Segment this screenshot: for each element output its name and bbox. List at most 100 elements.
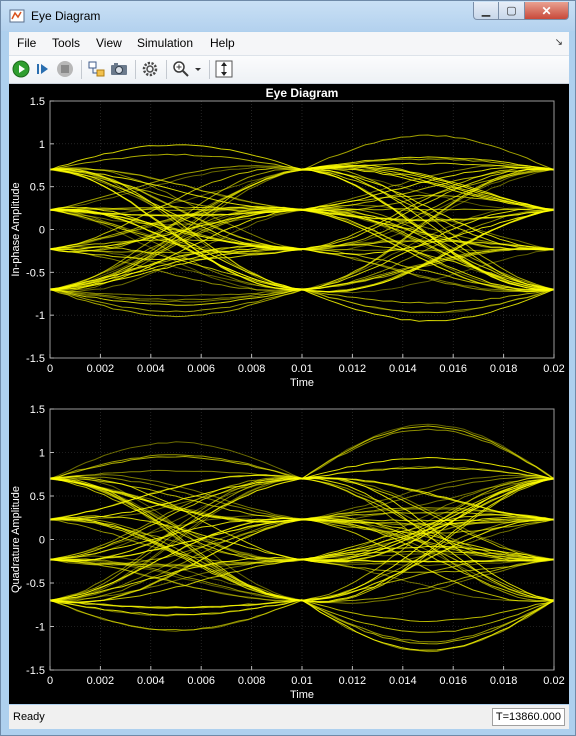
eye-trace — [50, 209, 303, 250]
x-tick-label: 0.002 — [87, 363, 115, 375]
minimize-icon: ▁ — [481, 5, 491, 17]
eye-trace — [50, 288, 303, 318]
maximize-button[interactable]: ▢ — [499, 2, 525, 20]
eye-trace — [301, 558, 554, 567]
eye-trace — [50, 519, 303, 561]
x-tick-label: 0.014 — [389, 363, 417, 375]
menu-simulation[interactable]: Simulation — [137, 36, 194, 50]
x-tick-label: 0.004 — [137, 363, 165, 375]
highlight-block-button[interactable] — [88, 60, 106, 78]
zoom-in-button[interactable] — [172, 60, 190, 78]
menu-file[interactable]: File — [17, 36, 37, 50]
menu-help[interactable]: Help — [210, 36, 235, 50]
eye-trace — [50, 454, 303, 479]
eye-trace — [301, 559, 554, 604]
eye-trace — [50, 169, 303, 251]
x-tick-label: 0.006 — [187, 363, 215, 375]
eye-trace — [50, 168, 303, 291]
eye-trace — [50, 477, 303, 601]
stop-button[interactable] — [56, 60, 74, 78]
eye-trace — [50, 239, 303, 250]
chevron-down-icon — [195, 68, 201, 71]
y-tick-label: 1.5 — [30, 96, 45, 108]
x-tick-label: 0.016 — [439, 363, 467, 375]
eye-trace — [50, 478, 303, 601]
eye-trace — [50, 477, 303, 523]
eye-trace — [301, 164, 554, 210]
eye-trace — [50, 559, 303, 602]
x-axis-label: Time — [290, 377, 314, 389]
eye-trace — [50, 477, 303, 520]
eye-trace — [50, 248, 303, 291]
plot-title: Eye Diagram — [266, 86, 339, 100]
eye-trace — [50, 288, 303, 301]
eye-trace — [301, 476, 554, 521]
eye-trace — [301, 599, 554, 645]
y-tick-label: 1 — [39, 139, 45, 151]
eye-trace — [50, 518, 303, 602]
zoom-dropdown-button[interactable] — [192, 60, 204, 78]
eye-trace — [301, 599, 554, 653]
y-axis-label: Quadrature Amplitude — [10, 486, 22, 593]
eye-trace — [301, 167, 554, 211]
menu-view[interactable]: View — [96, 36, 122, 50]
x-tick-label: 0.004 — [137, 675, 165, 687]
eye-trace — [50, 246, 303, 290]
eye-trace — [50, 289, 303, 306]
eye-trace — [50, 478, 303, 521]
run-button[interactable] — [12, 60, 30, 78]
eye-trace — [50, 209, 303, 217]
snapshot-button[interactable] — [110, 60, 128, 78]
close-button[interactable]: ✕ — [525, 2, 569, 20]
eye-trace — [301, 209, 554, 293]
dock-arrow-icon[interactable]: ↘ — [554, 37, 563, 48]
x-axis-label: Time — [290, 689, 314, 701]
eye-trace — [301, 477, 554, 563]
eye-trace — [50, 558, 303, 603]
eye-trace — [301, 519, 554, 562]
eye-trace — [50, 167, 303, 250]
eye-trace — [301, 477, 554, 602]
eye-diagram-plots[interactable]: 0 0.002 0.004 0.006 0.008 0.01 0.012 0.014 0.016… — [9, 84, 569, 704]
eye-trace — [50, 169, 303, 291]
eye-trace — [50, 209, 303, 293]
eye-trace — [301, 517, 554, 560]
menu-bar: File Tools View Simulation Help ↘ — [9, 32, 569, 56]
step-forward-button[interactable] — [34, 60, 52, 78]
eye-trace — [50, 556, 303, 601]
eye-trace — [50, 599, 303, 609]
scale-axes-icon — [215, 60, 233, 78]
eye-plot-2: 0 0.002 0.004 0.006 0.008 0.01 0.012 0.014 0.016… — [10, 404, 565, 701]
status-text: Ready — [13, 711, 45, 723]
eye-trace — [301, 288, 554, 322]
scale-axes-button[interactable] — [215, 60, 233, 78]
eye-trace — [301, 477, 554, 560]
title-bar[interactable]: Eye Diagram ▁ ▢ ✕ — [1, 1, 575, 31]
eye-trace — [301, 518, 554, 565]
x-tick-label: 0.006 — [187, 675, 215, 687]
eye-trace — [50, 477, 303, 602]
eye-trace — [301, 168, 554, 250]
eye-trace — [301, 248, 554, 291]
eye-trace — [301, 518, 554, 602]
status-bar: Ready T=13860.000 — [9, 705, 569, 729]
eye-trace — [50, 519, 303, 566]
scope-display: 0 0.002 0.004 0.006 0.008 0.01 0.012 0.014 0.016… — [9, 84, 569, 704]
x-tick-label: 0.02 — [543, 675, 564, 687]
matlab-app-icon — [9, 9, 25, 23]
y-tick-label: -1.5 — [26, 665, 45, 677]
minimize-button[interactable]: ▁ — [473, 2, 499, 20]
eye-trace — [50, 208, 303, 291]
eye-trace — [301, 209, 554, 291]
menu-tools[interactable]: Tools — [52, 36, 81, 50]
eye-trace — [301, 478, 554, 602]
eye-trace — [50, 169, 303, 215]
eye-trace — [50, 517, 303, 602]
eye-trace — [50, 515, 303, 560]
toolbar-separator — [135, 60, 136, 79]
eye-trace — [50, 519, 303, 564]
settings-button[interactable] — [141, 60, 159, 78]
y-tick-label: 1 — [39, 448, 45, 460]
y-tick-label: -1 — [35, 310, 45, 322]
